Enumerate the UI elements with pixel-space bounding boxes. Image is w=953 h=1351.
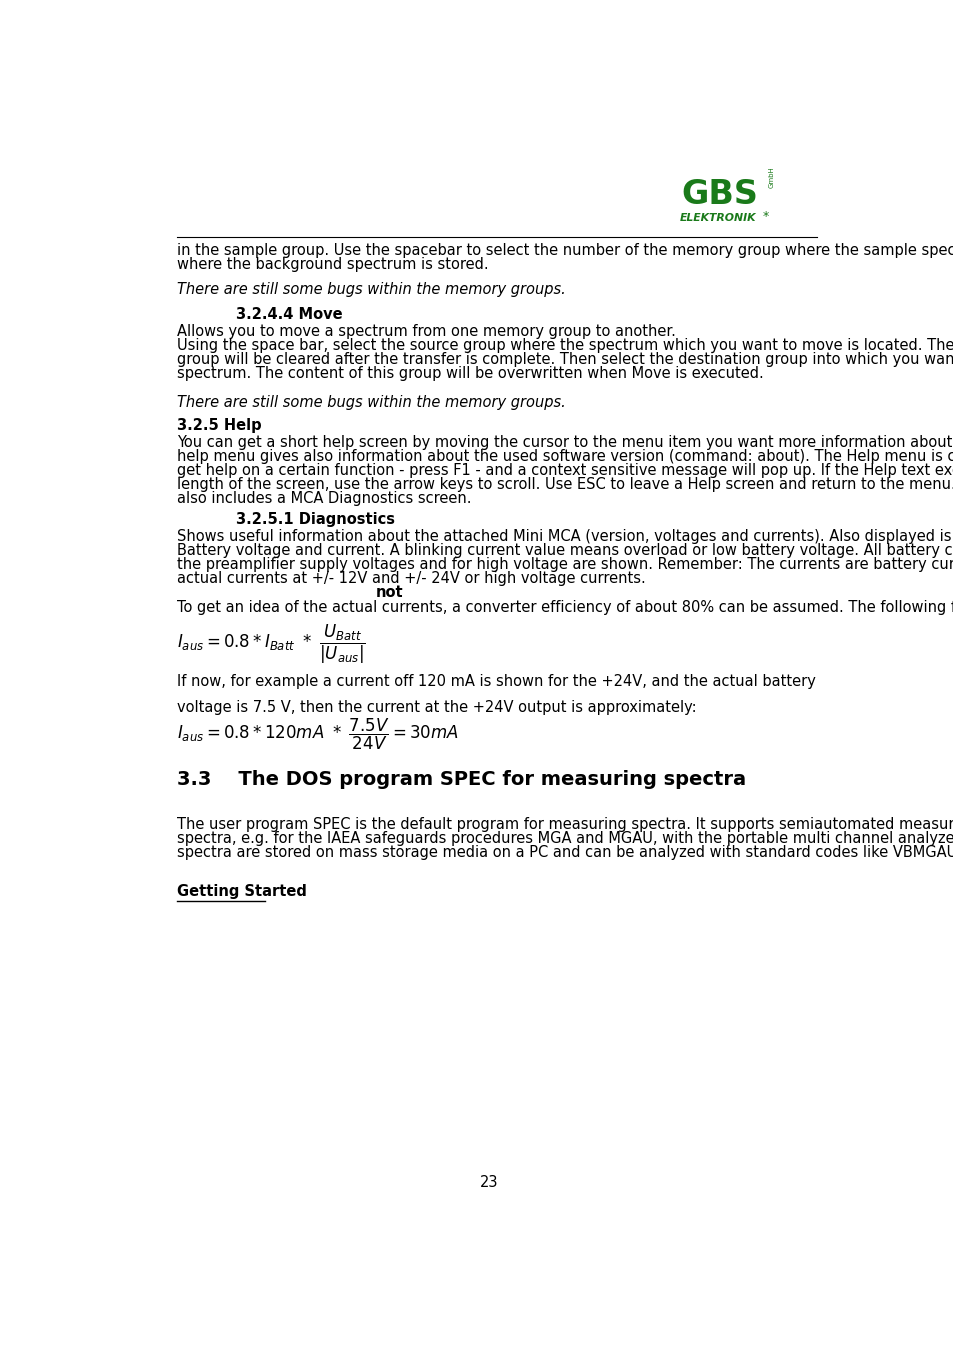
Text: There are still some bugs within the memory groups.: There are still some bugs within the mem…	[177, 394, 565, 409]
Text: 3.2.5.1 Diagnostics: 3.2.5.1 Diagnostics	[235, 512, 395, 527]
Text: You can get a short help screen by moving the cursor to the menu item you want m: You can get a short help screen by movin…	[177, 435, 953, 450]
Text: Using the space bar, select the source group where the spectrum which you want t: Using the space bar, select the source g…	[177, 339, 953, 354]
Text: not: not	[375, 585, 403, 600]
Text: $I_{aus} = 0.8 * 120mA\ *\ \dfrac{7.5V}{24V} = 30mA$: $I_{aus} = 0.8 * 120mA\ *\ \dfrac{7.5V}{…	[177, 716, 458, 753]
Text: also includes a MCA Diagnostics screen.: also includes a MCA Diagnostics screen.	[177, 490, 472, 505]
Text: To get an idea of the actual currents, a converter efficiency of about 80% can b: To get an idea of the actual currents, a…	[177, 600, 953, 615]
Text: Allows you to move a spectrum from one memory group to another.: Allows you to move a spectrum from one m…	[177, 324, 676, 339]
Text: get help on a certain function - press F1 - and a context sensitive message will: get help on a certain function - press F…	[177, 463, 953, 478]
Text: where the background spectrum is stored.: where the background spectrum is stored.	[177, 257, 489, 272]
Text: GmbH: GmbH	[768, 166, 774, 188]
Text: spectrum. The content of this group will be overwritten when Move is executed.: spectrum. The content of this group will…	[177, 366, 763, 381]
Text: GBS: GBS	[680, 178, 758, 211]
Text: spectra, e.g. for the IAEA safeguards procedures MGA and MGAU, with the portable: spectra, e.g. for the IAEA safeguards pr…	[177, 831, 953, 846]
Text: Shows useful information about the attached Mini MCA (version, voltages and curr: Shows useful information about the attac…	[177, 530, 953, 544]
Text: the preamplifier supply voltages and for high voltage are shown. Remember: The c: the preamplifier supply voltages and for…	[177, 558, 953, 573]
Text: $I_{aus} = 0.8 * I_{Batt}\ *\ \dfrac{U_{Batt}}{|U_{aus}|}$: $I_{aus} = 0.8 * I_{Batt}\ *\ \dfrac{U_{…	[177, 623, 366, 666]
Text: 3.2.4.4 Move: 3.2.4.4 Move	[235, 307, 342, 322]
Text: Battery voltage and current. A blinking current value means overload or low batt: Battery voltage and current. A blinking …	[177, 543, 953, 558]
Text: group will be cleared after the transfer is complete. Then select the destinatio: group will be cleared after the transfer…	[177, 353, 953, 367]
Text: *: *	[761, 211, 768, 223]
Text: The user program SPEC is the default program for measuring spectra. It supports : The user program SPEC is the default pro…	[177, 816, 953, 832]
Text: 3.2.5 Help: 3.2.5 Help	[177, 417, 262, 432]
Text: help menu gives also information about the used software version (command: about: help menu gives also information about t…	[177, 449, 953, 463]
Text: length of the screen, use the arrow keys to scroll. Use ESC to leave a Help scre: length of the screen, use the arrow keys…	[177, 477, 953, 492]
Text: actual currents at +/- 12V and +/- 24V or high voltage currents.: actual currents at +/- 12V and +/- 24V o…	[177, 571, 645, 586]
Text: spectra are stored on mass storage media on a PC and can be analyzed with standa: spectra are stored on mass storage media…	[177, 844, 953, 859]
Text: in the sample group. Use the spacebar to select the number of the memory group w: in the sample group. Use the spacebar to…	[177, 243, 953, 258]
Text: voltage is 7.5 V, then the current at the +24V output is approximately:: voltage is 7.5 V, then the current at th…	[177, 700, 697, 715]
Text: If now, for example a current off 120 mA is shown for the +24V, and the actual b: If now, for example a current off 120 mA…	[177, 674, 816, 689]
Text: ELEKTRONIK: ELEKTRONIK	[679, 213, 756, 223]
Text: 3.3    The DOS program SPEC for measuring spectra: 3.3 The DOS program SPEC for measuring s…	[177, 770, 745, 789]
Text: 23: 23	[479, 1174, 497, 1190]
Text: There are still some bugs within the memory groups.: There are still some bugs within the mem…	[177, 282, 565, 297]
Text: Getting Started: Getting Started	[177, 885, 307, 900]
